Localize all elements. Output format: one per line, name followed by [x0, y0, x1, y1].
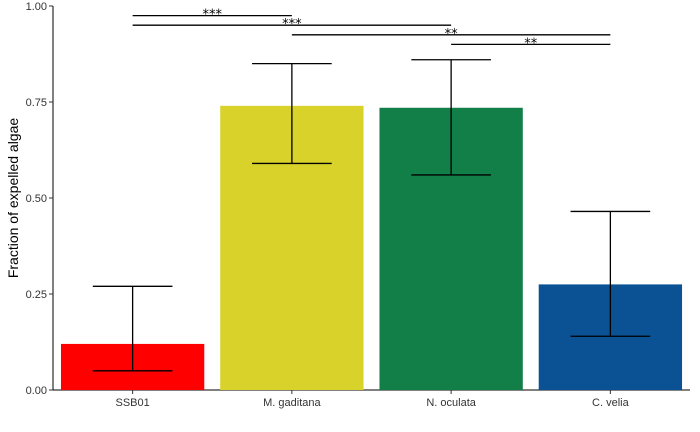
- x-tick-label: C. velia: [592, 397, 630, 409]
- y-tick-label: 1.00: [26, 1, 47, 13]
- significance-label: **: [445, 27, 459, 42]
- significance-brackets: **********: [132, 8, 611, 51]
- y-tick-label: 0.50: [26, 193, 47, 205]
- x-tick-label: SSB01: [116, 397, 150, 409]
- y-tick-label: 0.25: [26, 289, 47, 301]
- bars: [60, 105, 683, 390]
- y-axis-title: Fraction of expelled algae: [5, 118, 21, 279]
- y-tick-label: 0.75: [26, 97, 47, 109]
- error-bars: [92, 59, 651, 372]
- x-tick-label: M. gaditana: [263, 397, 321, 409]
- y-tick-label: 0.00: [26, 385, 47, 397]
- significance-label: ***: [203, 8, 223, 23]
- significance-label: **: [524, 36, 538, 51]
- x-tick-label: N. oculata: [426, 397, 476, 409]
- significance-label: ***: [282, 17, 302, 32]
